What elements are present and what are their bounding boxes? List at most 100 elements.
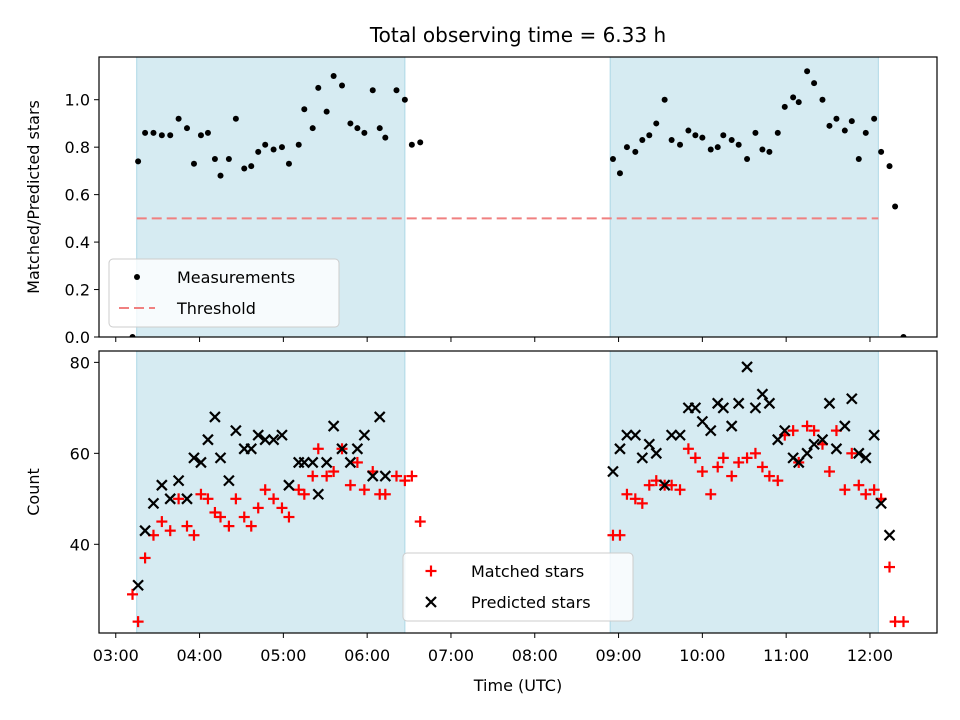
axes-frame: [98, 350, 938, 634]
measurement-point: [135, 158, 142, 165]
predicted-star-marker: [859, 452, 872, 464]
x-tick-label: 10:00: [679, 646, 725, 665]
predicted-star-marker: [839, 420, 851, 432]
y-tick-label: 0.8: [65, 138, 90, 157]
matched-star-marker: [741, 452, 753, 464]
predicted-marker-b: [351, 443, 364, 455]
x-tick-label: 06:00: [344, 646, 390, 665]
measurement-point: [183, 125, 190, 132]
data-points: [127, 361, 909, 628]
measurement-point: [361, 129, 368, 136]
matched-star-marker: [705, 488, 717, 500]
measurement-point: [900, 334, 907, 337]
measurement-point: [616, 170, 623, 177]
predicted-marker-b: [164, 493, 177, 505]
measurement-point: [270, 146, 277, 153]
matched-star-marker: [406, 470, 418, 482]
predicted-star-marker: [366, 470, 379, 482]
predicted-star-marker: [223, 474, 235, 487]
predicted-star-marker: [629, 429, 642, 441]
x-tick-label: 08:00: [512, 646, 558, 665]
predicted-marker-b: [650, 447, 663, 460]
predicted-marker-b: [846, 392, 858, 405]
matched-star-marker: [268, 493, 280, 505]
predicted-star-marker: [621, 429, 633, 441]
predicted-marker-b: [607, 465, 619, 478]
predicted-marker-b: [808, 438, 820, 451]
predicted-marker-b: [230, 424, 242, 437]
matched-star-marker: [621, 488, 633, 500]
predicted-marker-b: [792, 456, 805, 469]
predicted-star-marker: [209, 411, 221, 423]
matched-star-marker: [629, 493, 641, 505]
predicted-marker-b: [801, 447, 813, 460]
predicted-marker-b: [373, 411, 386, 423]
matched-star-marker: [643, 479, 655, 491]
predicted-star-marker: [306, 456, 319, 469]
predicted-star-marker: [276, 429, 288, 441]
predicted-star-marker: [351, 443, 364, 455]
observing-span: [609, 56, 879, 338]
x-tick-label: 05:00: [260, 646, 306, 665]
predicted-marker-b: [816, 433, 829, 446]
predicted-marker-b: [711, 397, 724, 410]
measurement-point: [150, 129, 157, 136]
legend: Measurements Threshold: [108, 258, 340, 328]
predicted-star-marker: [636, 452, 649, 464]
predicted-marker-b: [276, 429, 288, 441]
measurement-point: [699, 134, 706, 141]
measurement-point: [301, 106, 308, 113]
measurement-point: [255, 148, 262, 155]
measurement-point: [248, 163, 255, 170]
measurement-point: [892, 203, 899, 210]
matched-star-marker: [801, 420, 813, 432]
legend-label: Matched stars: [471, 562, 584, 581]
y-tick-label: 40: [70, 535, 90, 554]
matched-star-marker: [358, 484, 370, 496]
matched-star-marker: [132, 616, 144, 628]
matched-star-marker: [164, 525, 176, 537]
matched-star-marker: [245, 520, 257, 532]
legend-label: Predicted stars: [471, 593, 591, 612]
measurement-point: [175, 115, 182, 122]
predicted-marker-b: [327, 420, 340, 432]
measurement-point: [262, 141, 269, 148]
measurement-point: [795, 99, 802, 106]
predicted-marker-b: [156, 479, 168, 491]
measurement-point: [632, 148, 639, 155]
measurement-point: [354, 125, 361, 132]
predicted-star-marker: [147, 497, 160, 510]
predicted-star-marker: [763, 397, 776, 410]
predicted-star-marker: [846, 392, 858, 405]
measurement-point: [211, 156, 218, 163]
matched-star-marker: [298, 488, 310, 500]
matched-star-marker: [283, 511, 295, 523]
measurement-point: [315, 84, 322, 91]
measurement-point: [871, 115, 878, 122]
measurement-point: [129, 334, 136, 337]
predicted-star-marker: [373, 411, 386, 423]
measurement-point: [653, 120, 660, 127]
measurement-point: [826, 122, 833, 129]
predicted-marker-b: [741, 361, 753, 373]
measurement-point: [692, 132, 699, 139]
measurement-point: [728, 137, 735, 144]
predicted-star-marker: [665, 429, 678, 441]
matched-star-marker: [307, 470, 319, 482]
predicted-marker-b: [259, 433, 271, 446]
predicted-marker-b: [139, 524, 151, 537]
y-tick-label: 60: [70, 444, 90, 463]
predicted-marker-b: [283, 479, 295, 491]
matched-star-marker: [868, 484, 880, 496]
measurement-point: [833, 115, 840, 122]
matched-star-marker: [839, 484, 851, 496]
matched-star-marker: [351, 456, 363, 468]
predicted-marker-b: [883, 529, 896, 541]
predicted-marker-b: [665, 429, 678, 441]
measurement-point: [804, 68, 811, 75]
y-tick-label: 0.6: [65, 186, 90, 205]
matched-star-marker: [293, 484, 305, 496]
matched-star-marker: [846, 447, 858, 459]
measurement-point: [781, 103, 788, 110]
